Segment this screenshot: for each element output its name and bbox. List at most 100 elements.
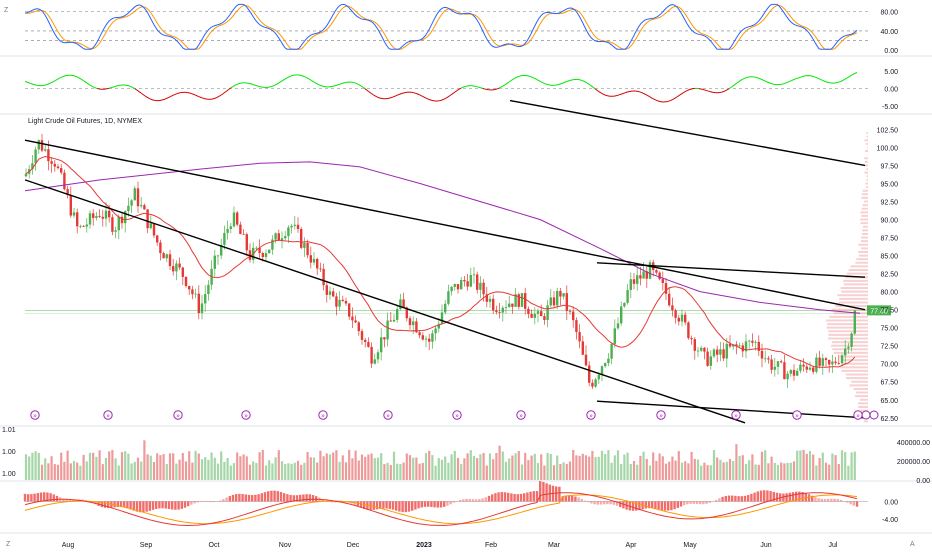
volume-bar [707,465,709,480]
volume-bar [230,466,232,480]
volume-bar [316,463,318,480]
macd-histogram-bar [709,501,711,502]
macd-histogram-bar [766,490,768,501]
volume-bar [473,456,475,480]
macd-histogram-bar [373,501,375,509]
price-tick-label: 102.50 [877,127,899,134]
macd-histogram-bar [280,492,282,501]
volume-bar [243,454,245,480]
macd-histogram-bar [667,501,669,510]
macd-histogram-bar [763,490,765,501]
osc-tick-label: 5.00 [884,69,898,76]
candle-body [172,266,174,271]
volume-bar [207,460,209,480]
volume-bar [83,455,85,480]
macd-histogram-bar [462,499,464,501]
macd-histogram-bar [459,500,461,502]
macd-histogram-bar [693,501,695,503]
x-axis-label: Mar [548,542,561,549]
volume-bar [835,455,837,480]
macd-histogram-bar [264,492,266,501]
candle-body [143,205,145,209]
macd-histogram-bar [254,495,256,502]
volume-bar [201,459,203,480]
volume-bar [275,457,277,480]
candle-body [431,333,433,341]
candle-body [63,173,65,189]
price-tick-label: 90.00 [880,218,898,225]
candle-body [114,230,116,232]
macd-histogram-bar [715,500,717,502]
volume-bar [521,464,523,480]
macd-histogram-bar [453,501,455,502]
macd-histogram-bar [449,501,451,504]
candle-body [348,303,350,316]
candle-body [44,149,46,150]
candle-body [588,365,590,382]
macd-histogram-bar [53,494,55,501]
candle-body [60,168,62,173]
candle-body [98,216,100,217]
volume-bar [607,450,609,480]
volume-bar [531,456,533,480]
candle-body [460,280,462,289]
osc-line-segment [341,83,343,84]
candle-body [802,365,804,367]
candle-body [310,255,312,262]
candle-body [342,300,344,301]
volume-bar [569,461,571,480]
macd-histogram-bar [197,501,199,502]
candle-body [639,275,641,278]
macd-histogram-bar [149,501,151,510]
volume-bar [761,452,763,480]
volume-bar [377,458,379,480]
candle-body [425,339,427,340]
volume-bar [735,444,737,480]
macd-histogram-bar [830,499,832,502]
price-tick-label: 85.00 [880,254,898,261]
x-axis-label: Feb [485,542,497,549]
candle-body [783,362,785,379]
osc-line-segment [271,86,273,87]
volume-bar [758,465,760,480]
macd-histogram-bar [117,501,119,507]
macd-histogram-bar [37,493,39,501]
macd-histogram-bar [654,501,656,508]
candle-body [111,217,113,232]
volume-bar [70,463,72,480]
volume-bar [579,456,581,480]
candle-body [831,362,833,365]
volume-bar [649,465,651,480]
candle-body [764,358,766,359]
macd-histogram-bar [529,492,531,502]
candle-body [591,383,593,387]
candle-body [806,366,808,369]
volume-bar [601,451,603,480]
candle-body [604,363,606,366]
macd-histogram-bar [283,493,285,501]
candle-body [79,226,81,227]
macd-histogram-bar [542,482,544,501]
macd-histogram-bar [785,493,787,501]
volume-bar [339,462,341,480]
candle-body [150,223,152,228]
volume-bar [51,456,53,480]
macd-histogram-bar [139,501,141,512]
macd-histogram-bar [309,494,311,501]
candle-body [687,322,689,338]
macd-histogram-bar [385,501,387,508]
volume-bar [675,461,677,480]
volume-bar [204,457,206,480]
volume-bar [118,465,120,480]
candle-body [409,318,411,325]
corner-label-bottom-left: Z [6,541,11,548]
macd-histogram-bar [513,494,515,501]
volume-bar [406,453,408,480]
macd-histogram-bar [846,501,848,502]
volume-bar [329,454,331,480]
volume-bar [271,463,273,480]
candle-body [479,283,481,290]
volume-bar [659,453,661,480]
osc-line-segment [33,84,35,85]
